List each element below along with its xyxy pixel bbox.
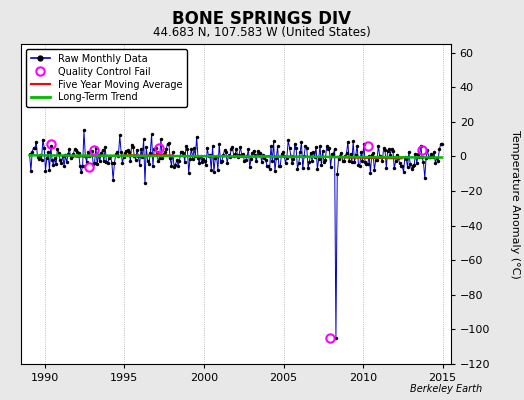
Text: BONE SPRINGS DIV: BONE SPRINGS DIV <box>172 10 352 28</box>
Legend: Raw Monthly Data, Quality Control Fail, Five Year Moving Average, Long-Term Tren: Raw Monthly Data, Quality Control Fail, … <box>26 49 187 107</box>
Text: Berkeley Earth: Berkeley Earth <box>410 384 482 394</box>
Text: 44.683 N, 107.583 W (United States): 44.683 N, 107.583 W (United States) <box>153 26 371 39</box>
Y-axis label: Temperature Anomaly (°C): Temperature Anomaly (°C) <box>510 130 520 278</box>
